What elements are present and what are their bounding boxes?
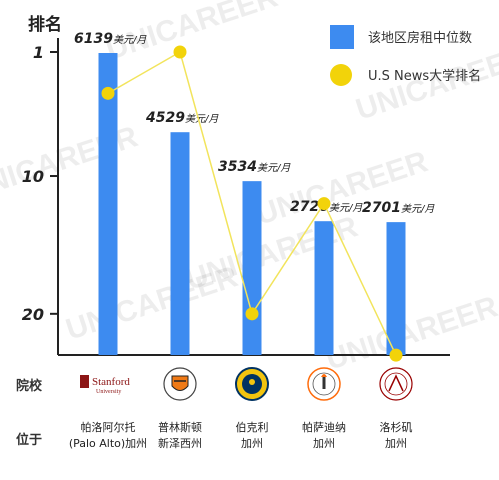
usc-crest-icon bbox=[388, 374, 404, 392]
caltech-inner-ring bbox=[312, 372, 336, 396]
stanford-wordmark: Stanford bbox=[92, 376, 130, 388]
rent-bar bbox=[314, 221, 334, 355]
princeton-seal bbox=[163, 367, 197, 401]
legend-bar-swatch bbox=[330, 25, 354, 49]
princeton-shield-icon bbox=[171, 375, 189, 391]
legend-bar-label: 该地区房租中位数 bbox=[368, 30, 472, 46]
rent-bar bbox=[386, 222, 406, 355]
location-label-line2: 新泽西州 bbox=[158, 436, 202, 450]
location-label-line1: 帕萨迪纳 bbox=[302, 420, 346, 434]
rank-point bbox=[317, 197, 331, 211]
y-tick-label: 10 bbox=[22, 167, 44, 186]
rent-bar-label: 4529美元/月 bbox=[145, 110, 219, 126]
location-label-line2: 加州 bbox=[385, 437, 407, 450]
caltech-seal bbox=[307, 367, 341, 401]
rank-line-layer bbox=[101, 45, 403, 362]
rent-bar-label: 3534美元/月 bbox=[218, 159, 291, 175]
legend-line-label: U.S News大学排名 bbox=[368, 68, 481, 84]
y-tick-layer: 1 10 20 bbox=[22, 43, 58, 324]
stanford-subwordmark: University bbox=[96, 389, 121, 395]
location-label-line1: 伯克利 bbox=[236, 420, 269, 434]
location-label-line2: (Palo Alto)加州 bbox=[69, 437, 147, 450]
rank-point bbox=[389, 348, 403, 362]
watermark-text: UNICAREER bbox=[322, 290, 499, 377]
watermark-text: UNICAREER bbox=[0, 120, 142, 207]
row-label-location: 位于 bbox=[16, 432, 42, 448]
y-tick-label: 1 bbox=[33, 43, 44, 62]
location-label-line1: 普林斯顿 bbox=[158, 420, 202, 434]
caltech-flame-icon bbox=[321, 374, 327, 377]
stanford-shield-icon bbox=[80, 375, 89, 388]
rank-point bbox=[101, 86, 115, 100]
rent-bar bbox=[98, 53, 118, 355]
usc-seal bbox=[379, 367, 413, 401]
usc-inner-ring bbox=[384, 372, 408, 396]
rent-bar bbox=[242, 181, 262, 355]
berkeley-star-icon bbox=[249, 379, 255, 385]
y-axis-title: 排名 bbox=[28, 14, 62, 35]
location-label-line1: 洛杉矶 bbox=[380, 420, 413, 434]
location-label-line2: 加州 bbox=[313, 437, 335, 450]
rank-point bbox=[173, 45, 187, 59]
y-tick-label: 20 bbox=[22, 305, 44, 324]
rent-bar-label: 6139美元/月 bbox=[74, 31, 147, 47]
rent-bar bbox=[170, 132, 190, 355]
row-label-school: 院校 bbox=[16, 378, 43, 394]
rank-point bbox=[245, 307, 259, 321]
caltech-torch-icon bbox=[322, 377, 326, 389]
rent-bar-label: 2701美元/月 bbox=[362, 200, 435, 216]
berkeley-seal bbox=[235, 367, 269, 401]
legend-line-marker bbox=[330, 64, 352, 86]
location-label-line2: 加州 bbox=[241, 437, 263, 450]
watermark-text: UNICAREER bbox=[102, 0, 282, 67]
location-label-line1: 帕洛阿尔托 bbox=[81, 420, 136, 434]
